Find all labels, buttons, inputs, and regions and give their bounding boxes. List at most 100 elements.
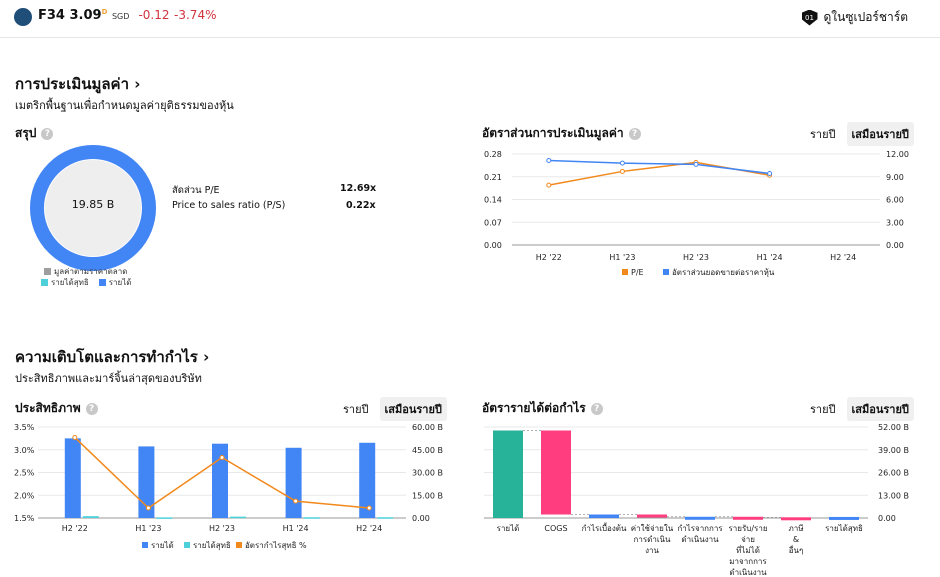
x-tick-label: กำไรเบื้องต้น — [582, 522, 627, 533]
help-icon[interactable]: ? — [85, 402, 98, 415]
y-right-tick: 30.00 B — [412, 469, 443, 478]
top-bar: F34 3.09D SGD -0.12 -3.74% 01 ดูในซูเปอร… — [0, 0, 940, 38]
tab-annual[interactable]: รายปี — [810, 403, 836, 416]
legend-revenue: รายได้ — [98, 276, 131, 289]
y-right-tick: 39.00 B — [878, 446, 909, 455]
x-tick-label: การดำเนิน — [634, 535, 672, 544]
metric-ps-label: Price to sales ratio (P/S) — [172, 200, 286, 211]
waterfall-bar — [733, 516, 763, 520]
x-tick-label: ค่าใช้จ่ายใน — [631, 524, 674, 533]
help-icon[interactable]: ? — [628, 127, 641, 140]
x-tick-label: จ่าย — [741, 535, 755, 544]
donut-legend-row2: รายได้สุทธิ รายได้ — [41, 276, 131, 289]
revenue-bar — [212, 443, 228, 518]
ratio-period-toggle: รายปี เสมือนรายปี — [805, 122, 914, 146]
y-left-tick: 0.21 — [484, 173, 502, 182]
legend-market-cap: มูลค่าตามราคาตลาด — [44, 265, 127, 278]
y-right-tick: 45.00 B — [412, 446, 443, 455]
x-tick-label: ดำเนินงาน — [681, 535, 719, 544]
x-tick-label: กำไรจากการ — [677, 524, 723, 533]
y-left-tick: 3.0% — [14, 446, 35, 455]
y-right-tick: 12.00 — [886, 150, 909, 159]
growth-subtitle: ประสิทธิภาพและมาร์จิ้นล่าสุดของบริษัท — [15, 372, 202, 385]
x-tick-label: ดำเนินงาน — [729, 568, 767, 577]
data-point — [619, 168, 625, 174]
legend-swatch — [236, 542, 242, 548]
net-income-bar — [303, 517, 320, 519]
valuation-title[interactable]: การประเมินมูลค่า › — [15, 75, 141, 93]
currency: SGD — [111, 12, 130, 21]
data-point — [693, 161, 699, 167]
net-income-bar — [230, 516, 246, 519]
valuation-subtitle: เมตริกพื้นฐานเพื่อกำหนดมูลค่ายุติธรรมของ… — [15, 99, 234, 112]
y-left-tick: 0.00 — [484, 241, 502, 250]
waterfall-bar — [829, 516, 859, 520]
y-left-tick: 3.5% — [14, 423, 35, 432]
data-point — [619, 160, 625, 166]
y-right-tick: 52.00 B — [878, 423, 909, 432]
net-income-bar — [156, 517, 173, 519]
waterfall-bar — [637, 514, 667, 518]
x-tick-label: อื่นๆ — [789, 544, 804, 555]
price-change: -0.12 — [138, 8, 170, 22]
efficiency-period-toggle: รายปี เสมือนรายปี — [338, 397, 447, 421]
summary-heading: สรุป ? — [15, 124, 54, 143]
tab-semi-annual[interactable]: เสมือนรายปี — [379, 397, 447, 421]
legend-label: รายได้ — [151, 541, 174, 550]
x-tick-label: มาจากการ — [729, 557, 767, 566]
series-line — [548, 161, 770, 186]
x-tick-label: H1 '24 — [283, 524, 309, 533]
x-tick-label: รายรับ/ราย — [728, 524, 767, 533]
net-income-bar — [82, 516, 99, 518]
legend-swatch — [622, 269, 628, 275]
legend-label: P/E — [631, 268, 644, 277]
price-change-pct: -3.74% — [174, 8, 217, 22]
supercharts-icon: 01 — [801, 9, 818, 26]
ratio-heading: อัตราส่วนการประเมินมูลค่า ? — [482, 124, 641, 143]
help-icon[interactable]: ? — [590, 402, 603, 415]
series-line — [548, 159, 770, 175]
x-tick-label: รายได้สุทธิ — [825, 524, 863, 533]
donut-legend-row1: มูลค่าตามราคาตลาด — [44, 265, 127, 278]
supercharts-label: ดูในซูเปอร์ชาร์ต — [823, 10, 909, 24]
market-cap-disk — [45, 160, 141, 256]
y-right-tick: 15.00 B — [412, 491, 443, 500]
y-left-tick: 1.5% — [14, 514, 35, 523]
revenue-to-profit-chart: 52.00 B 39.00 B 26.00 B 13.00 B 0.00 รายได้ CO… — [484, 423, 909, 577]
ticker-line: F34 3.09D SGD -0.12 -3.74% — [38, 8, 216, 23]
y-left-tick: 2.5% — [14, 469, 35, 478]
supercharts-button[interactable]: 01 ดูในซูเปอร์ชาร์ต — [801, 8, 909, 27]
x-tick-label: ที่ไม่ได้ — [736, 544, 760, 555]
y-right-tick: 6.00 — [886, 196, 904, 205]
x-tick-label: H1 '23 — [135, 524, 161, 533]
x-tick-label: & — [793, 535, 799, 544]
tab-semi-annual[interactable]: เสมือนรายปี — [846, 122, 914, 146]
tab-semi-annual[interactable]: เสมือนรายปี — [846, 397, 914, 421]
help-icon[interactable]: ? — [41, 127, 54, 140]
legend-label: อัตราส่วนยอดขายต่อราคาหุ้น — [672, 268, 775, 277]
revenue-bar — [285, 447, 302, 518]
y-right-tick: 0.00 — [412, 514, 430, 523]
waterfall-bar — [685, 516, 715, 520]
growth-title[interactable]: ความเติบโตและการทำกำไร › — [15, 348, 210, 366]
x-tick-label: H2 '22 — [536, 253, 562, 262]
x-tick-label: H2 '22 — [62, 524, 88, 533]
tab-annual[interactable]: รายปี — [343, 403, 369, 416]
company-logo — [14, 8, 32, 26]
x-tick-label: H1 '24 — [757, 253, 783, 262]
data-point — [546, 158, 552, 163]
ticker-price: 3.09 — [69, 8, 102, 23]
waterfall-bar — [493, 430, 523, 518]
revenue-period-toggle: รายปี เสมือนรายปี — [805, 397, 914, 421]
tab-annual[interactable]: รายปี — [810, 128, 836, 141]
y-right-tick: 9.00 — [886, 173, 904, 182]
efficiency-title: ประสิทธิภาพ — [15, 401, 81, 415]
x-tick-label: H2 '24 — [356, 524, 382, 533]
revenue-ring — [30, 145, 156, 271]
y-left-tick: 0.07 — [484, 218, 502, 227]
revenue-profit-heading: อัตรารายได้ต่อกำไร ? — [482, 399, 603, 418]
ticker-symbol: F34 — [38, 8, 65, 23]
metric-ps-value: 0.22x — [346, 200, 376, 211]
legend-net-income: รายได้สุทธิ — [41, 276, 89, 289]
revenue-bar — [138, 446, 155, 518]
